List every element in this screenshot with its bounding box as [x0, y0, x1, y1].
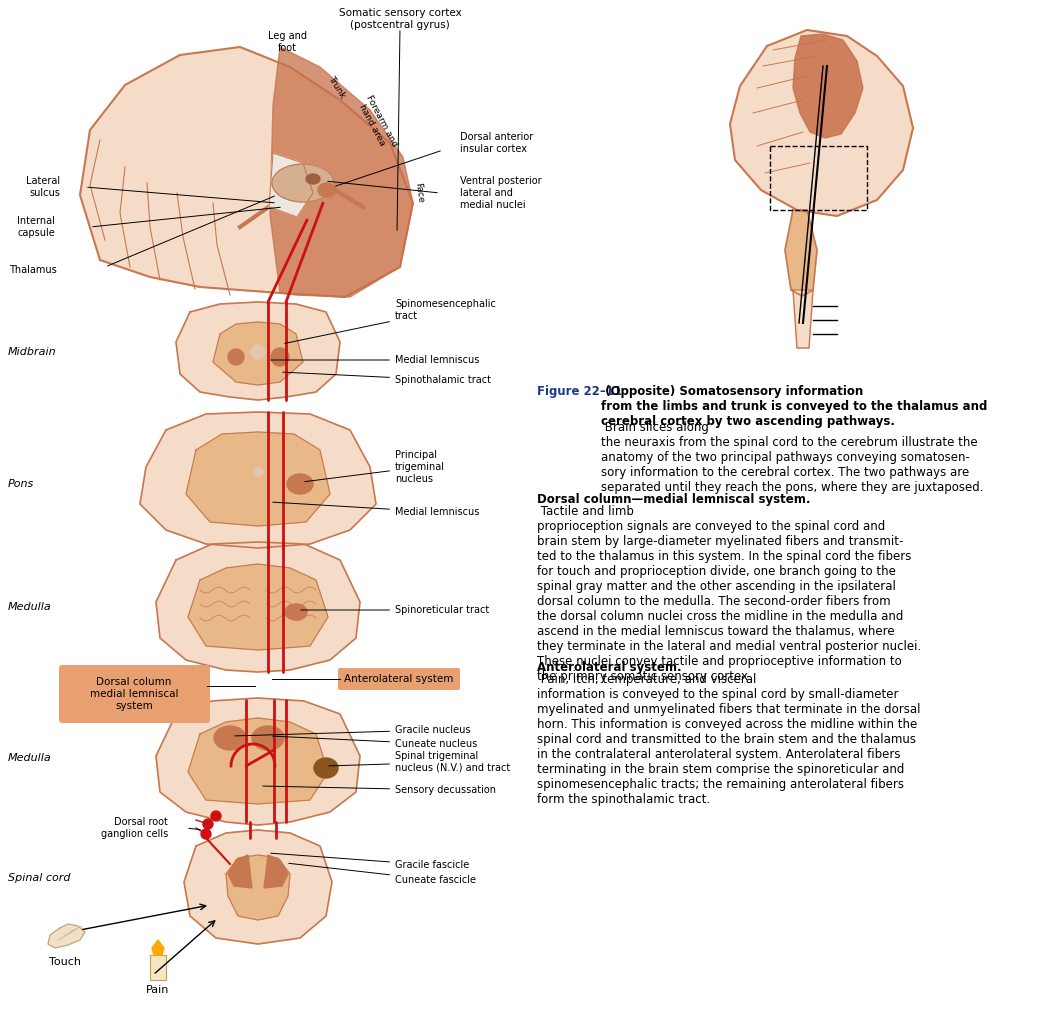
- Polygon shape: [48, 924, 85, 948]
- Polygon shape: [226, 855, 290, 920]
- Ellipse shape: [287, 474, 313, 494]
- Text: (Opposite) Somatosensory information
from the limbs and trunk is conveyed to the: (Opposite) Somatosensory information fro…: [601, 385, 987, 428]
- FancyBboxPatch shape: [338, 668, 460, 690]
- Text: Trunk: Trunk: [327, 74, 348, 99]
- Ellipse shape: [306, 174, 320, 184]
- Polygon shape: [186, 432, 330, 526]
- Text: Medial lemniscus: Medial lemniscus: [271, 355, 480, 365]
- FancyBboxPatch shape: [59, 665, 210, 723]
- Text: Medulla: Medulla: [8, 602, 51, 612]
- Ellipse shape: [285, 604, 307, 620]
- Polygon shape: [188, 718, 328, 804]
- Ellipse shape: [214, 726, 246, 750]
- Polygon shape: [140, 412, 376, 548]
- Polygon shape: [264, 855, 288, 888]
- Text: Ventral posterior
lateral and
medial nuclei: Ventral posterior lateral and medial nuc…: [460, 176, 541, 209]
- Polygon shape: [730, 30, 913, 216]
- Circle shape: [201, 829, 211, 839]
- Text: Cuneate nucleus: Cuneate nucleus: [273, 736, 477, 749]
- Text: Pons: Pons: [8, 479, 35, 489]
- Polygon shape: [270, 47, 413, 297]
- Ellipse shape: [314, 758, 338, 778]
- Text: Principal
trigeminal
nucleus: Principal trigeminal nucleus: [305, 450, 445, 484]
- Text: Medulla: Medulla: [8, 753, 51, 763]
- Text: Medial lemniscus: Medial lemniscus: [273, 502, 480, 517]
- Text: Tactile and limb
proprioception signals are conveyed to the spinal cord and
brai: Tactile and limb proprioception signals …: [537, 505, 921, 683]
- Polygon shape: [156, 698, 360, 825]
- Polygon shape: [156, 542, 360, 672]
- Text: Pain: Pain: [147, 985, 170, 995]
- Text: Midbrain: Midbrain: [8, 347, 57, 357]
- Polygon shape: [213, 322, 303, 385]
- Circle shape: [271, 348, 289, 366]
- Polygon shape: [793, 290, 814, 349]
- Text: Face: Face: [413, 182, 425, 204]
- Text: Spinal trigeminal
nucleus (N.V.) and tract: Spinal trigeminal nucleus (N.V.) and tra…: [329, 751, 510, 773]
- Text: Internal
capsule: Internal capsule: [17, 216, 55, 238]
- Text: Lateral
sulcus: Lateral sulcus: [26, 176, 60, 198]
- Text: Sensory decussation: Sensory decussation: [263, 785, 496, 795]
- Polygon shape: [184, 830, 332, 944]
- Text: Figure 22–11: Figure 22–11: [537, 385, 622, 398]
- Polygon shape: [793, 34, 863, 138]
- Polygon shape: [152, 940, 164, 955]
- Text: Dorsal anterior
insular cortex: Dorsal anterior insular cortex: [460, 132, 533, 154]
- Text: Somatic sensory cortex
(postcentral gyrus): Somatic sensory cortex (postcentral gyru…: [338, 8, 462, 30]
- Text: Brain slices along
the neuraxis from the spinal cord to the cerebrum illustrate : Brain slices along the neuraxis from the…: [601, 421, 983, 494]
- Text: Touch: Touch: [49, 957, 81, 967]
- Polygon shape: [80, 47, 413, 297]
- Text: Dorsal column—medial lemniscal system.: Dorsal column—medial lemniscal system.: [537, 493, 810, 506]
- Text: Spinoreticular tract: Spinoreticular tract: [300, 605, 489, 615]
- Polygon shape: [228, 855, 252, 888]
- Polygon shape: [785, 210, 817, 296]
- Text: Spinal cord: Spinal cord: [8, 873, 70, 883]
- Polygon shape: [188, 564, 328, 650]
- Text: Thalamus: Thalamus: [9, 265, 57, 275]
- Polygon shape: [150, 955, 166, 980]
- Circle shape: [251, 345, 265, 359]
- Text: Leg and
foot: Leg and foot: [267, 32, 307, 53]
- Circle shape: [203, 819, 213, 829]
- Ellipse shape: [252, 726, 284, 750]
- Polygon shape: [269, 153, 313, 217]
- Text: Forearm and
hand area: Forearm and hand area: [355, 93, 399, 153]
- Circle shape: [228, 348, 244, 365]
- Text: Pain, itch, temperature, and visceral
information is conveyed to the spinal cord: Pain, itch, temperature, and visceral in…: [537, 673, 920, 806]
- Circle shape: [211, 811, 221, 821]
- Text: Dorsal column
medial lemniscal
system: Dorsal column medial lemniscal system: [90, 678, 178, 710]
- Text: Gracile fascicle: Gracile fascicle: [271, 853, 469, 870]
- Text: Anterolateral system: Anterolateral system: [344, 674, 453, 684]
- Text: Spinothalamic tract: Spinothalamic tract: [283, 372, 491, 385]
- Text: Spinomesencephalic
tract: Spinomesencephalic tract: [285, 299, 496, 343]
- Text: Dorsal root
ganglion cells: Dorsal root ganglion cells: [101, 817, 168, 838]
- Polygon shape: [176, 302, 340, 400]
- Text: Gracile nucleus: Gracile nucleus: [235, 725, 470, 736]
- Ellipse shape: [318, 183, 336, 197]
- Ellipse shape: [272, 164, 334, 202]
- Text: Cuneate fascicle: Cuneate fascicle: [289, 863, 476, 885]
- Text: Anterolateral system.: Anterolateral system.: [537, 661, 682, 674]
- Ellipse shape: [253, 468, 263, 476]
